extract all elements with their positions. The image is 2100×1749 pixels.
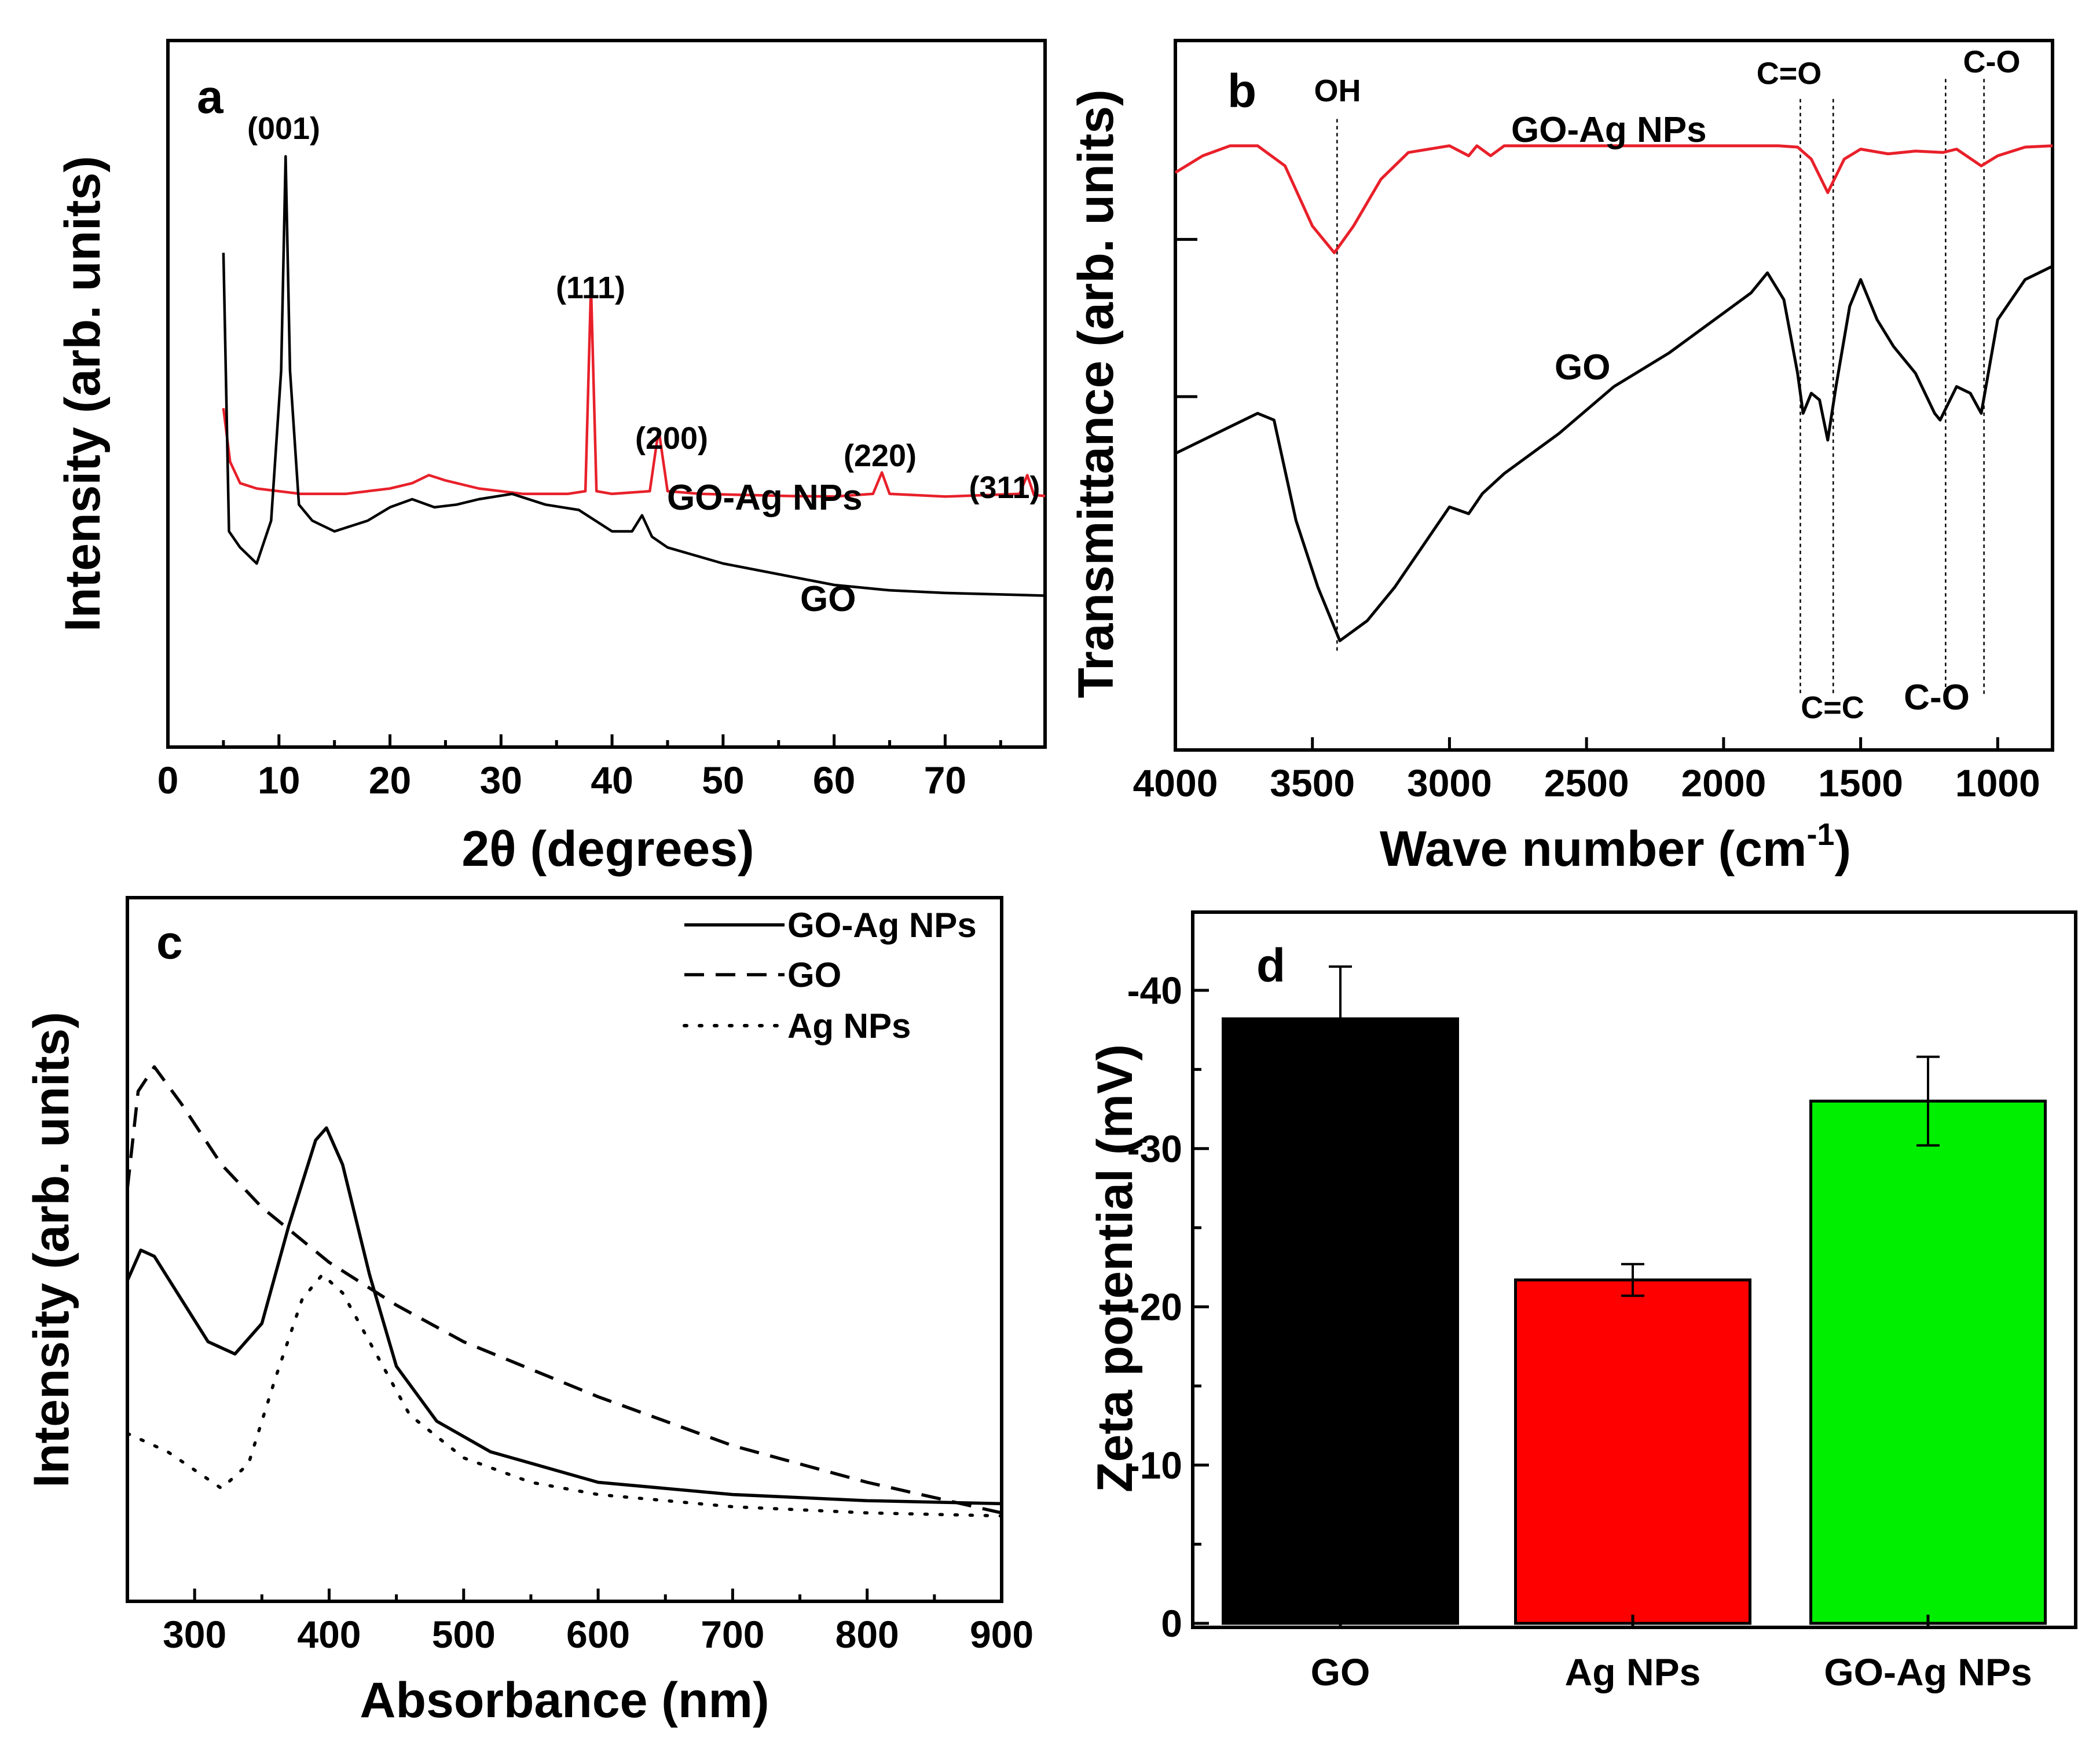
panel-c-xtick-label: 700	[701, 1613, 764, 1656]
panel-b-xtick-label: 3000	[1407, 762, 1492, 804]
panel-a-xtick-label: 30	[480, 759, 522, 802]
panel-b-xtick-label: 2000	[1681, 762, 1766, 804]
peak-label-001: (001)	[247, 111, 320, 146]
panel-a-xtick-label: 60	[813, 759, 855, 802]
legend-label-ag-nps: Ag NPs	[787, 1007, 911, 1045]
legend-label-go: GO	[787, 956, 841, 994]
band-label-c-o-single-top: C-O	[1963, 45, 2021, 79]
panel-c-xtick-label: 600	[566, 1613, 630, 1656]
bar-go	[1222, 1017, 1459, 1625]
panel-b-xlabel-main: Wave number (cm	[1380, 821, 1807, 877]
panel-a-xtick-label: 0	[157, 759, 179, 802]
panel-a-xtick-label: 50	[702, 759, 744, 802]
curve-label-go-ag-nps: GO-Ag NPs	[667, 478, 863, 518]
band-label-c-o-single-bottom: C-O	[1904, 678, 1970, 718]
panel-c-uvvis: 300 400 500 600 700 800 900 c GO-Ag NPs GO Ag …	[24, 896, 1033, 1728]
series-go-ag-nps-xrd	[222, 283, 1046, 498]
panel-c-xtick-label: 900	[970, 1613, 1033, 1656]
panel-d-zeta: 0 -10 -20 -30 -40 GO Ag NPs GO-Ag NPs d Zeta p…	[1087, 910, 2077, 1693]
series-go-ag-nps-ftir	[1174, 144, 2053, 254]
panel-c-xtick-label: 800	[835, 1613, 899, 1656]
panel-a-xlabel: 2θ (degrees)	[461, 821, 754, 877]
panel-d-category-label: GO-Ag NPs	[1824, 1651, 2032, 1693]
series-go-xrd	[222, 155, 1046, 597]
panel-a-frame	[166, 39, 1047, 749]
panel-d-ytick-label: 0	[1161, 1602, 1182, 1645]
panel-a-letter: a	[197, 71, 224, 123]
panel-d-category-label: Ag NPs	[1565, 1651, 1701, 1693]
band-label-c-o-double: C=O	[1757, 56, 1822, 91]
panel-a-xrd: 0 10 20 30 40 50 60 70 a (001) (111) (200) (220…	[55, 39, 1047, 877]
panel-b-letter: b	[1227, 65, 1256, 118]
panel-c-letter: c	[156, 916, 183, 969]
curve-label-go-ag-nps-ftir: GO-Ag NPs	[1511, 110, 1707, 150]
panel-b-xtick-label: 1000	[1955, 762, 2040, 804]
panel-a-xtick-label: 70	[924, 759, 966, 802]
curve-label-go: GO	[800, 579, 856, 619]
band-label-c-c-double: C=C	[1801, 690, 1864, 725]
peak-label-220: (220)	[844, 438, 917, 473]
panel-b-xlabel-sup: -1	[1806, 817, 1834, 852]
panel-b-xlabel-close: )	[1834, 821, 1851, 877]
panel-d-ytick-label: -20	[1127, 1286, 1182, 1329]
panel-c-xtick-label: 400	[297, 1613, 361, 1656]
panel-b-xtick-label: 2500	[1544, 762, 1629, 804]
series-go-ftir	[1174, 265, 2054, 642]
peak-label-111: (111)	[556, 270, 625, 305]
panel-a-ylabel: Intensity (arb. units)	[55, 156, 111, 632]
panel-b-ftir: 4000 3500 3000 2500 2000 1500 1000 b OH C=O C-…	[1068, 39, 2054, 877]
panel-c-xtick-label: 500	[432, 1613, 496, 1656]
panel-d-ylabel: Zeta potential (mV)	[1087, 1044, 1143, 1492]
band-label-oh: OH	[1314, 74, 1361, 108]
panel-d-ytick-label: -10	[1127, 1444, 1182, 1487]
curve-label-go-ftir: GO	[1555, 347, 1610, 387]
peak-label-311: (311)	[969, 470, 1040, 505]
panel-a-xtick-label: 10	[258, 759, 300, 802]
bar-ag-nps	[1514, 1278, 1751, 1625]
panel-d-letter: d	[1256, 939, 1285, 992]
legend-label-go-ag-nps: GO-Ag NPs	[787, 906, 977, 945]
panel-a-xtick-label: 20	[369, 759, 411, 802]
panel-d-ytick-label: -40	[1127, 969, 1182, 1012]
panel-b-xlabel: Wave number (cm-1)	[1380, 817, 1851, 877]
panel-c-legend: GO-Ag NPs GO Ag NPs	[683, 906, 977, 1045]
series-go-uvvis	[126, 1065, 1002, 1514]
bar-go-ag-nps	[1809, 1099, 2047, 1625]
panel-c-xtick-label: 300	[163, 1613, 226, 1656]
panel-c-frame	[126, 896, 1003, 1603]
peak-label-200: (200)	[635, 421, 708, 456]
panel-b-xtick-label: 1500	[1818, 762, 1903, 804]
panel-b-xtick-label: 3500	[1270, 762, 1355, 804]
panel-b-ylabel: Transmittance (arb. units)	[1068, 89, 1124, 698]
series-go-ag-nps-uvvis	[126, 1126, 1002, 1506]
panel-b-xtick-label: 4000	[1133, 762, 1218, 804]
panel-c-ylabel: Intensity (arb. units)	[24, 1012, 79, 1488]
panel-a-xtick-label: 40	[591, 759, 633, 802]
panel-c-xlabel: Absorbance (nm)	[360, 1673, 769, 1728]
panel-d-ytick-label: -30	[1127, 1127, 1182, 1170]
panel-d-category-label: GO	[1311, 1651, 1370, 1693]
series-ag-nps-uvvis	[126, 1273, 1003, 1518]
